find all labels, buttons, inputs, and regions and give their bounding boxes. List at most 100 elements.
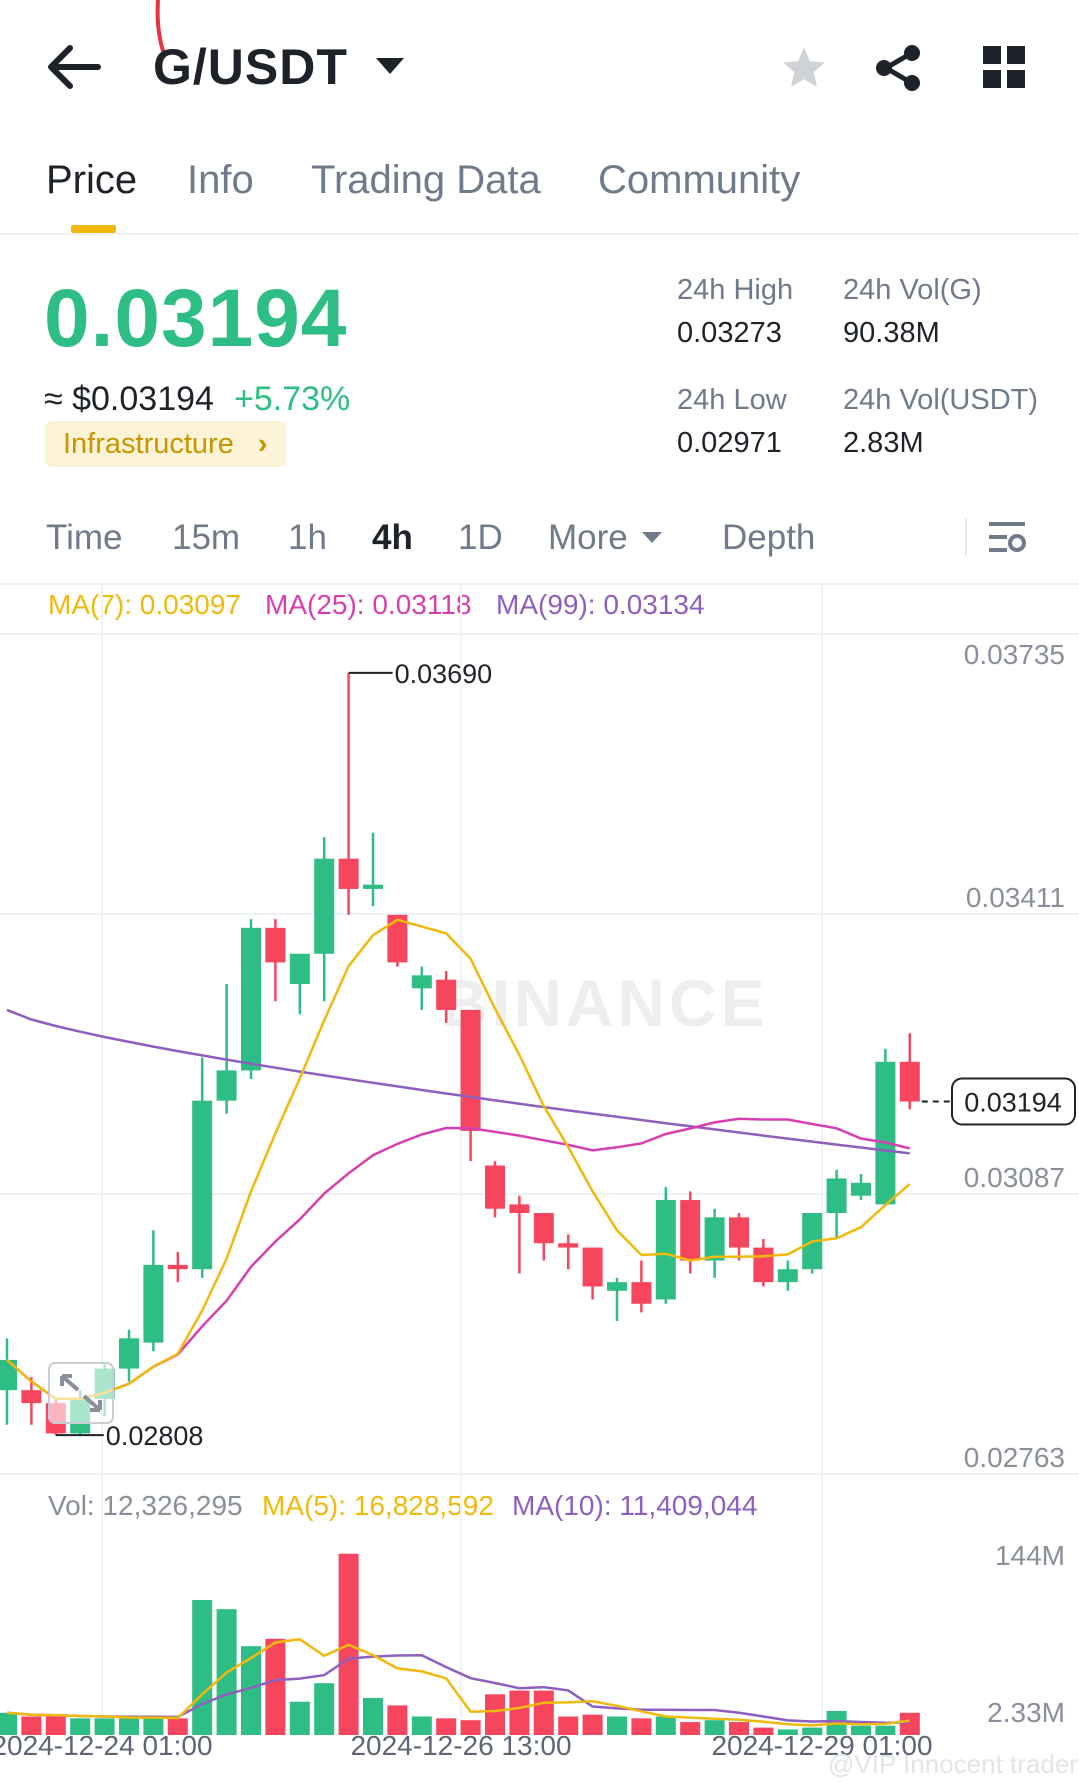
candle-down: [582, 1247, 603, 1287]
time-axis-label: 2024-12-26 13:00: [350, 1730, 571, 1761]
category-tag[interactable]: Infrastructure ›: [45, 421, 286, 467]
candle-up: [216, 1070, 237, 1101]
candle-down: [265, 927, 286, 963]
candle-up: [143, 1264, 164, 1343]
more-dropdown-icon[interactable]: [642, 532, 662, 543]
volume-bar: [655, 1716, 676, 1735]
candle-down: [485, 1165, 505, 1209]
candle-up: [704, 1217, 725, 1261]
grid-icon[interactable]: [983, 46, 1025, 88]
tf-1h[interactable]: 1h: [288, 518, 327, 557]
volume-bar: [436, 1718, 457, 1735]
tf-4h[interactable]: 4h: [372, 518, 413, 557]
candle-down: [680, 1200, 701, 1261]
candle-down: [729, 1217, 749, 1248]
price-change: +5.73%: [234, 380, 351, 418]
stat-24h-vol-quote-value: 2.83M: [843, 427, 924, 459]
candle-up: [875, 1061, 896, 1205]
vol-ma10-line: [6, 1654, 910, 1725]
time-axis-label: 2024-12-29 01:00: [711, 1730, 932, 1761]
credit-watermark: @VIP Innocent trader: [828, 1749, 1078, 1779]
volume-axis-label: 2.33M: [987, 1697, 1065, 1728]
ma25-legend: MA(25): 0.03118: [265, 589, 472, 620]
candle-up: [314, 858, 335, 954]
candle-up: [851, 1182, 871, 1196]
active-tab-indicator: [71, 225, 116, 233]
red-pen-mark: [155, 0, 166, 55]
stat-24h-low-label: 24h Low: [677, 384, 787, 416]
time-axis-label: 2024-12-24 01:00: [0, 1730, 213, 1761]
high-marker-label: 0.03690: [395, 659, 493, 689]
tab-community[interactable]: Community: [598, 158, 801, 202]
volume-bar: [680, 1722, 701, 1735]
arrow-left-icon[interactable]: [46, 44, 102, 90]
candle-down: [387, 914, 408, 963]
price-axis-label: 0.03411: [966, 882, 1065, 913]
volume-bar: [753, 1727, 774, 1735]
chevron-down-icon[interactable]: [376, 58, 404, 74]
volume-bar: [729, 1722, 749, 1735]
tab-trading-data[interactable]: Trading Data: [311, 158, 541, 202]
tf-more[interactable]: More: [548, 518, 628, 557]
volume-bar: [119, 1718, 139, 1735]
candle-down: [509, 1204, 530, 1214]
tf-time[interactable]: Time: [46, 518, 123, 557]
volume-bar: [582, 1714, 603, 1735]
low-marker-label: 0.02808: [106, 1421, 204, 1451]
chart-grid: [0, 585, 1079, 1735]
current-price-box: [951, 1077, 1076, 1126]
toolbar-separator: [965, 518, 967, 556]
vol-ma5-legend: MA(5): 16,828,592: [262, 1490, 494, 1521]
tabs-divider: [0, 233, 1079, 235]
candle-down: [338, 858, 359, 889]
candlestick-chart[interactable]: BINANCE 0.03735 0.03411 0.03087 0.02763 144M…: [0, 585, 1079, 1786]
stat-24h-low-value: 0.02971: [677, 427, 782, 459]
candle-up: [363, 884, 383, 889]
volume-bar: [192, 1599, 213, 1735]
volume-bar: [533, 1690, 554, 1735]
price-axis-label: 0.03087: [964, 1162, 1065, 1193]
pair-title[interactable]: G/USDT: [153, 39, 348, 95]
tf-1d[interactable]: 1D: [458, 518, 503, 557]
ma99-line: [6, 1008, 910, 1155]
volume-bar: [314, 1683, 335, 1735]
stat-24h-vol-base-value: 90.38M: [843, 317, 940, 349]
usd-price: ≈ $0.03194: [44, 380, 214, 418]
volume-bar: [777, 1729, 798, 1735]
volume-bar: [94, 1718, 115, 1735]
watermark-text: BINANCE: [440, 966, 769, 1040]
candle-up: [826, 1178, 847, 1214]
expand-icon[interactable]: [48, 1362, 114, 1424]
tf-15m[interactable]: 15m: [172, 518, 241, 557]
tab-info[interactable]: Info: [187, 158, 254, 202]
volume-bar: [509, 1690, 530, 1735]
volume-bar: [363, 1698, 383, 1735]
stat-24h-high-label: 24h High: [677, 274, 794, 306]
star-icon[interactable]: [779, 44, 829, 92]
volume-bar: [485, 1694, 505, 1735]
candle-down: [533, 1213, 554, 1244]
share-icon[interactable]: [874, 44, 922, 92]
volume-bar: [289, 1701, 310, 1735]
stat-24h-high-value: 0.03273: [677, 317, 782, 349]
volume-bar: [21, 1716, 42, 1735]
candle-down: [167, 1264, 188, 1270]
tf-depth[interactable]: Depth: [722, 518, 816, 557]
ma99-legend: MA(99): 0.03134: [496, 589, 705, 620]
volume-bar: [0, 1712, 17, 1735]
ma25-line: [6, 1117, 911, 1401]
chart-settings-icon[interactable]: [987, 518, 1027, 558]
candle-up: [0, 1359, 17, 1391]
stat-24h-vol-base-label: 24h Vol(G): [843, 274, 982, 306]
volume-legend: Vol: 12,326,295: [48, 1490, 243, 1521]
candle-up: [655, 1200, 676, 1300]
chevron-right-icon: ›: [257, 428, 268, 460]
candle-up: [119, 1338, 139, 1369]
tab-price[interactable]: Price: [46, 158, 138, 202]
candle-down: [21, 1390, 42, 1404]
toolbar-divider: [0, 583, 1079, 585]
last-price: 0.03194: [44, 273, 348, 364]
volume-bar: [45, 1716, 66, 1735]
vol-ma5-line: [6, 1637, 910, 1727]
price-axis-label: 0.03735: [964, 639, 1065, 670]
